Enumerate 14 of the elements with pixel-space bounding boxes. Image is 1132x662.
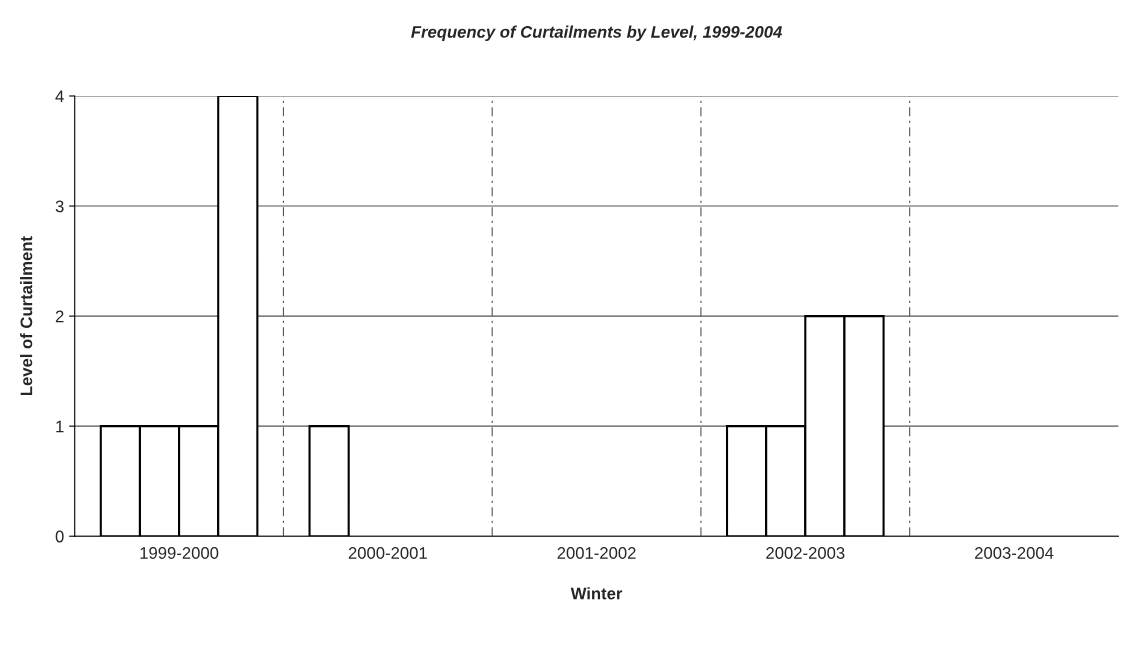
y-tick-label: 0 — [55, 530, 64, 543]
x-tick-label: 1999-2000 — [140, 547, 219, 559]
bar — [308, 425, 350, 537]
x-tick-label: 2002-2003 — [766, 547, 845, 559]
x-axis-title: Winter — [570, 587, 623, 600]
chart-title: Frequency of Curtailments by Level, 1999-2004 — [411, 25, 783, 42]
x-tick-label: 2003-2004 — [975, 547, 1054, 559]
x-tick-label: 2000-2001 — [348, 547, 427, 559]
y-axis-title: Level of Curtailment — [20, 236, 33, 396]
y-tick-label: 2 — [55, 310, 64, 323]
y-tick-label: 4 — [55, 90, 64, 103]
x-tick-label: 2001-2002 — [557, 547, 636, 559]
y-tick-label: 3 — [55, 200, 64, 213]
y-tick-label: 1 — [56, 420, 64, 433]
